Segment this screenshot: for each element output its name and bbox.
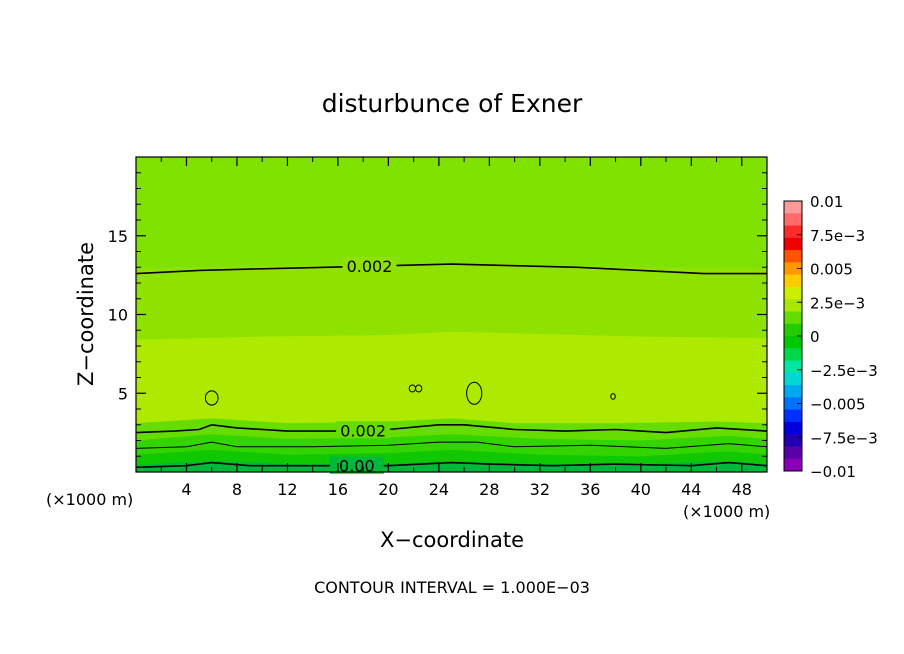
x-tick-label: 48	[732, 480, 752, 499]
x-tick-label: 32	[530, 480, 550, 499]
colorbar-swatch	[784, 458, 802, 472]
colorbar-swatch	[784, 286, 802, 300]
x-tick-label: 36	[580, 480, 600, 499]
x-tick-label: 20	[378, 480, 398, 499]
colorbar-label: 7.5e−3	[810, 227, 865, 245]
colorbar-swatch	[784, 225, 802, 239]
colorbar-label: −7.5e−3	[810, 429, 878, 447]
closed-contour	[466, 381, 483, 405]
contour-label-bg	[329, 456, 384, 474]
contour-label: 0.00	[339, 457, 375, 476]
contour-label-bg	[342, 257, 397, 275]
colorbar-swatch	[784, 446, 802, 460]
closed-contour	[415, 384, 423, 393]
x-tick-label: 8	[232, 480, 242, 499]
x-unit-label-left: (×1000 m)	[46, 490, 133, 509]
contour-line	[136, 263, 767, 275]
y-axis-label: Z−coordinate	[74, 242, 98, 386]
colorbar-swatch	[784, 385, 802, 398]
colorbar-swatch	[784, 237, 802, 251]
contour-label-bg	[336, 421, 391, 439]
colorbar-swatch	[784, 421, 802, 435]
colorbar-swatch	[784, 348, 802, 362]
plot-area: 0.002 0.002 0.00	[135, 156, 768, 476]
y-axis: 5 10 15	[108, 172, 767, 457]
colorbar-swatch	[784, 299, 802, 312]
colorbar-swatch	[784, 323, 802, 337]
colorbar-swatch	[784, 372, 802, 386]
contour-line	[136, 441, 767, 449]
colorbar-label: 0.005	[810, 261, 853, 279]
y-tick-label: 10	[108, 306, 128, 325]
x-unit-label-right: (×1000 m)	[683, 502, 770, 521]
closed-contour	[204, 390, 219, 406]
colorbar-label: 0.01	[810, 193, 843, 211]
colorbar-swatch	[784, 434, 802, 447]
colorbar-swatch	[784, 213, 802, 227]
colorbar-swatch	[784, 409, 802, 423]
colorbar-swatch	[784, 360, 802, 374]
colorbar: 0.01 7.5e−3 0.005 2.5e−3 0 −2.5e−3 −0.005 −7.5e…	[783, 193, 878, 481]
x-tick-label: 28	[479, 480, 499, 499]
colorbar-label: −0.005	[810, 396, 866, 414]
colorbar-label: −2.5e−3	[810, 362, 878, 380]
x-tick-label: 24	[429, 480, 449, 499]
colorbar-swatch	[784, 201, 802, 214]
chart-title: disturbunce of Exner	[322, 89, 583, 118]
contour-labels: 0.002 0.002 0.00	[329, 257, 397, 476]
colorbar-swatch	[784, 311, 802, 325]
colorbar-swatch	[784, 262, 802, 276]
contour-lines	[136, 263, 767, 469]
y-tick-label: 15	[108, 227, 128, 246]
colorbar-swatch	[784, 274, 802, 288]
colorbar-label: −0.01	[810, 463, 856, 481]
colorbar-swatch	[784, 250, 802, 263]
x-tick-label: 44	[681, 480, 701, 499]
x-tick-label: 4	[181, 480, 191, 499]
x-axis-label: X−coordinate	[380, 528, 524, 552]
colorbar-label: 0	[810, 328, 820, 346]
closed-contour	[610, 393, 616, 400]
x-tick-label: 16	[328, 480, 348, 499]
y-tick-label: 5	[118, 384, 128, 403]
colorbar-swatch	[784, 336, 802, 349]
contour-label: 0.002	[340, 421, 386, 440]
contour-interval-note: CONTOUR INTERVAL = 1.000E−03	[314, 578, 590, 597]
colorbar-label: 2.5e−3	[810, 294, 865, 312]
contour-line	[136, 423, 767, 434]
x-tick-label: 12	[277, 480, 297, 499]
x-tick-label: 40	[631, 480, 651, 499]
x-axis: 4 8 12 16 20 24 28 32 36 40 44 48	[160, 157, 752, 499]
contour-label: 0.002	[347, 257, 393, 276]
contour-band	[136, 461, 767, 472]
colorbar-swatch	[784, 397, 802, 411]
